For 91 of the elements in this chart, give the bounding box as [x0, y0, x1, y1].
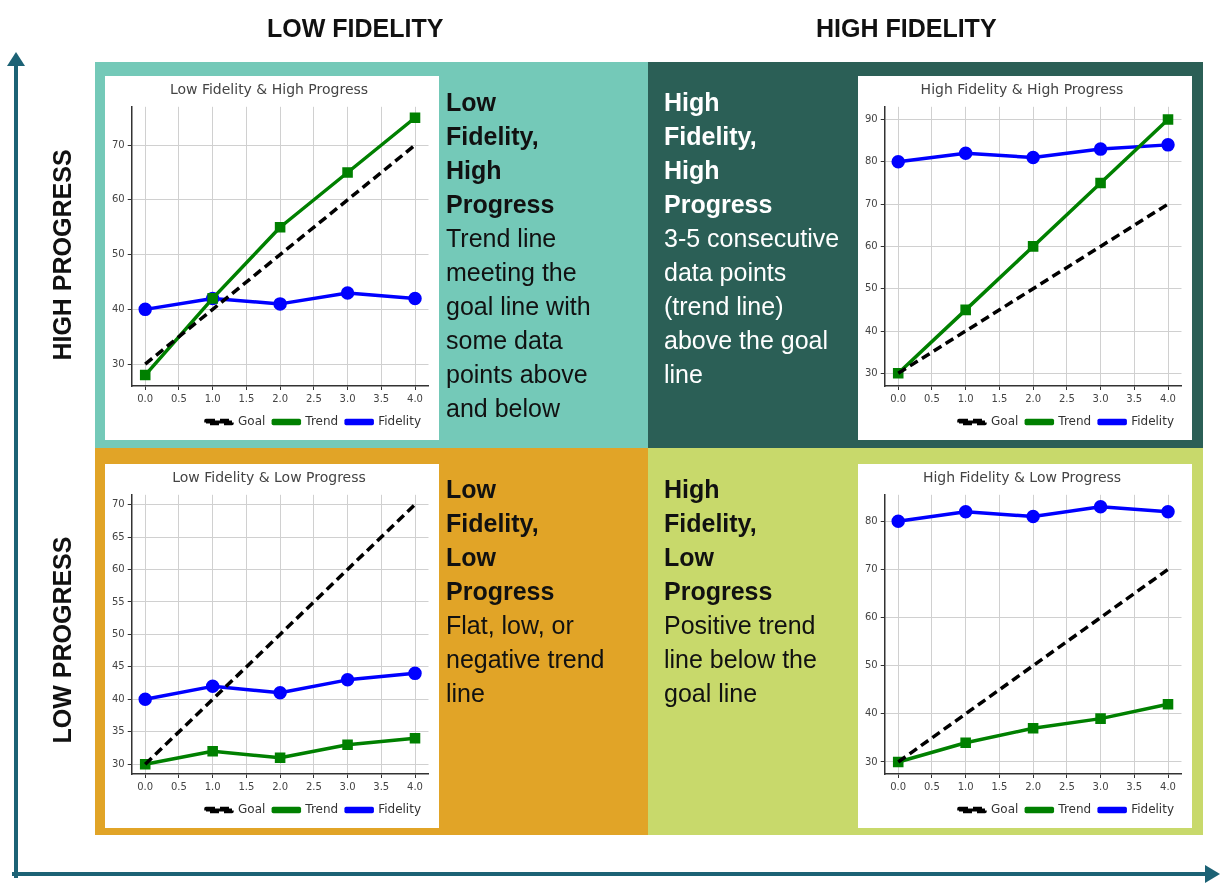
y-tick-label: 70 — [864, 197, 878, 209]
x-tick-label: 2.5 — [305, 392, 322, 404]
y-tick-label: 55 — [111, 595, 125, 607]
x-tick-label: 0.0 — [137, 780, 154, 792]
y-tick-label: 35 — [111, 725, 125, 737]
y-tick-label: 60 — [864, 239, 878, 251]
legend-label: Fidelity — [378, 802, 422, 817]
x-tick-label: 3.0 — [339, 780, 356, 792]
text: High Fidelity, High Progress — [664, 87, 774, 220]
y-tick-label: 50 — [111, 627, 125, 639]
chart-title: High Fidelity & High Progress — [920, 81, 1124, 98]
text: LOW PROGRESS — [47, 536, 77, 744]
y-tick-label: 50 — [864, 659, 878, 671]
x-tick-label: 0.5 — [170, 392, 187, 404]
x-tick-label: 3.5 — [1126, 780, 1143, 792]
legend-label: Goal — [990, 414, 1019, 429]
legend-label: Fidelity — [1131, 802, 1175, 817]
x-tick-label: 2.0 — [1025, 392, 1042, 404]
y-tick-label: 40 — [864, 707, 878, 719]
legend-label: Trend — [1057, 802, 1092, 817]
legend-label: Goal — [237, 802, 266, 817]
y-tick-label: 70 — [111, 138, 125, 150]
x-tick-label: 1.5 — [991, 780, 1008, 792]
y-tick-label: 30 — [111, 357, 125, 369]
x-tick-label: 0.5 — [170, 780, 187, 792]
legend-label: Goal — [237, 414, 266, 429]
text: HIGH PROGRESS — [47, 149, 77, 361]
x-tick-label: 4.0 — [1160, 392, 1176, 404]
y-tick-label: 60 — [111, 193, 125, 205]
y-tick-label: 45 — [111, 660, 125, 672]
x-tick-label: 3.5 — [373, 392, 390, 404]
y-tick-label: 65 — [111, 530, 125, 542]
x-tick-label: 0.0 — [890, 392, 907, 404]
legend-label: Fidelity — [1131, 414, 1175, 429]
x-tick-label: 1.0 — [204, 780, 221, 792]
x-tick-label: 0.5 — [923, 392, 940, 404]
x-tick-label: 3.5 — [373, 780, 390, 792]
text: LOW FIDELITY — [267, 14, 444, 43]
y-tick-label: 80 — [864, 155, 878, 167]
text: Low Fidelity, Low Progress — [446, 474, 556, 607]
chart-title: Low Fidelity & High Progress — [169, 81, 369, 98]
y-tick-label: 40 — [111, 692, 125, 704]
y-tick-label: 70 — [111, 498, 125, 510]
legend-label: Trend — [304, 802, 339, 817]
text: Positive trend line below the goal line — [664, 610, 818, 709]
legend-label: Goal — [990, 802, 1019, 817]
y-tick-label: 30 — [864, 755, 878, 767]
x-tick-label: 4.0 — [1160, 780, 1176, 792]
x-tick-label: 4.0 — [407, 392, 423, 404]
chart-title: High Fidelity & Low Progress — [922, 469, 1122, 486]
y-tick-label: 50 — [864, 282, 878, 294]
x-tick-label: 1.0 — [957, 392, 974, 404]
y-tick-label: 40 — [864, 324, 878, 336]
x-tick-label: 3.0 — [1092, 780, 1109, 792]
text: 3-5 consecutive data points (trend line) above the goal line — [664, 223, 841, 390]
x-tick-label: 0.0 — [890, 780, 907, 792]
legend-label: Fidelity — [378, 414, 422, 429]
x-tick-label: 2.5 — [305, 780, 322, 792]
x-tick-label: 2.0 — [1025, 780, 1042, 792]
x-tick-label: 1.5 — [238, 392, 255, 404]
y-tick-label: 70 — [864, 563, 878, 575]
y-tick-label: 80 — [864, 514, 878, 526]
text: Trend line meeting the goal line with some data points above and below — [446, 223, 592, 424]
legend-label: Trend — [304, 414, 339, 429]
x-tick-label: 0.5 — [923, 780, 940, 792]
y-tick-label: 90 — [864, 113, 878, 125]
x-tick-label: 0.0 — [137, 392, 154, 404]
text: Flat, low, or negative trend line — [446, 610, 606, 709]
y-tick-label: 50 — [111, 248, 125, 260]
y-tick-label: 60 — [864, 611, 878, 623]
text: HIGH FIDELITY — [816, 14, 997, 43]
x-tick-label: 3.5 — [1126, 392, 1143, 404]
x-tick-label: 3.0 — [1092, 392, 1109, 404]
x-tick-label: 1.0 — [957, 780, 974, 792]
x-tick-label: 2.5 — [1058, 392, 1075, 404]
y-tick-label: 30 — [864, 366, 878, 378]
x-tick-label: 3.0 — [339, 392, 356, 404]
x-tick-label: 4.0 — [407, 780, 423, 792]
x-tick-label: 2.0 — [272, 780, 289, 792]
y-tick-label: 40 — [111, 302, 125, 314]
chart-title: Low Fidelity & Low Progress — [172, 469, 366, 486]
legend-label: Trend — [1057, 414, 1092, 429]
x-tick-label: 1.5 — [238, 780, 255, 792]
x-tick-label: 1.0 — [204, 392, 221, 404]
text: High Fidelity, Low Progress — [664, 474, 774, 607]
y-tick-label: 60 — [111, 563, 125, 575]
x-tick-label: 2.5 — [1058, 780, 1075, 792]
x-tick-label: 2.0 — [272, 392, 289, 404]
text: Low Fidelity, High Progress — [446, 87, 556, 220]
x-tick-label: 1.5 — [991, 392, 1008, 404]
y-tick-label: 30 — [111, 757, 125, 769]
